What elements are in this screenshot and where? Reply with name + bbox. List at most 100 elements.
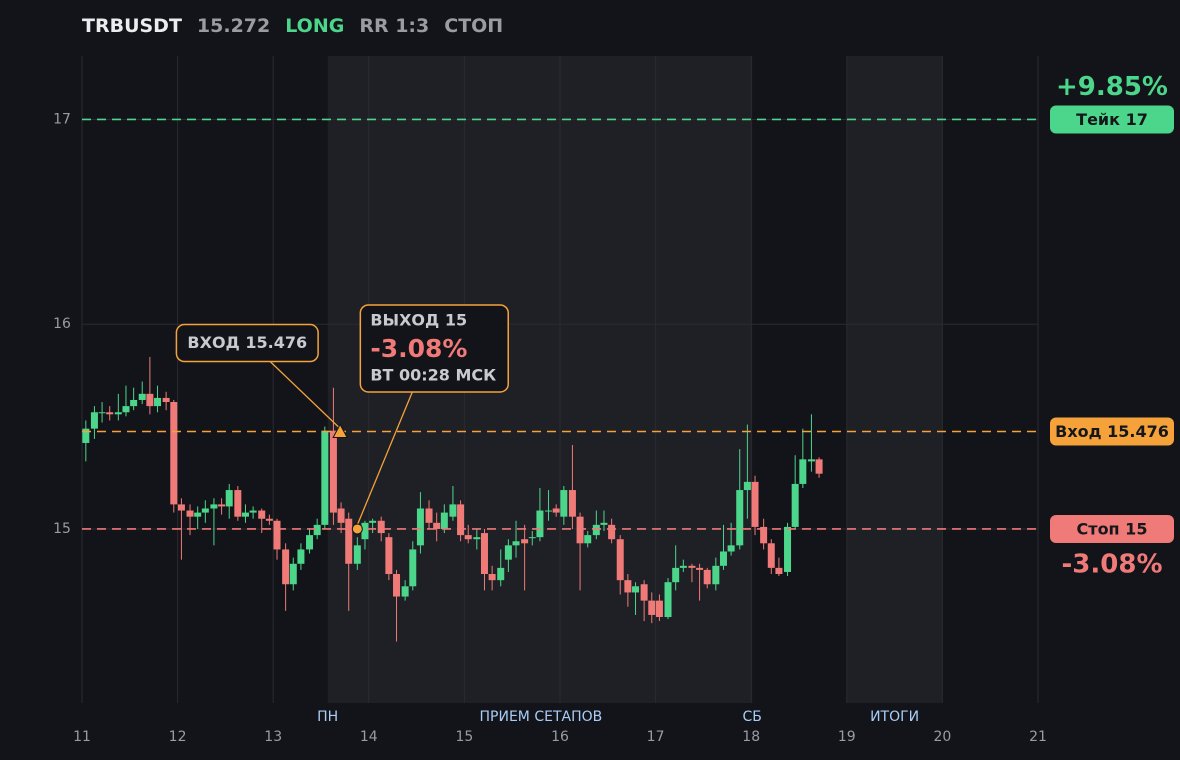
x-tick-label: 20 — [933, 729, 951, 745]
annotation-text: -3.08% — [370, 334, 467, 363]
candle-body — [289, 563, 297, 585]
session-label: ПРИЕМ СЕТАПОВ — [480, 709, 603, 725]
side: LONG — [285, 15, 345, 37]
candle-body — [560, 490, 568, 517]
candle-body — [815, 459, 823, 474]
candle-body — [361, 522, 369, 540]
candle-body — [584, 535, 592, 544]
candle-body — [712, 565, 720, 585]
level-badge — [1050, 417, 1174, 446]
x-tick-label: 11 — [73, 729, 91, 745]
candle-body — [210, 504, 218, 509]
candle-body — [297, 549, 305, 564]
candle-body — [600, 522, 608, 525]
candle-body — [282, 549, 290, 585]
level-label: Тейк 17 — [1076, 110, 1148, 129]
candle-body — [592, 524, 600, 536]
candle-body — [130, 399, 138, 407]
exit-marker — [351, 523, 363, 535]
header: TRBUSDT 15.272 LONG RR 1:3 СТОП — [82, 15, 503, 37]
candle-body — [640, 584, 648, 601]
session-label: ПН — [317, 709, 338, 725]
candle-body — [480, 533, 488, 575]
candle-body — [401, 586, 409, 597]
candle-body — [225, 490, 233, 507]
candle-body — [241, 512, 249, 517]
candle-body — [218, 504, 226, 507]
candle-body — [369, 520, 377, 523]
candle-body — [440, 512, 448, 529]
candle-body — [655, 600, 663, 618]
candle-body — [449, 504, 457, 517]
y-tick-label: 15 — [53, 521, 71, 537]
candle-body — [719, 551, 727, 566]
candle-body — [632, 586, 640, 593]
candle-body — [743, 481, 751, 491]
candle-body — [114, 412, 122, 415]
exit-annotation: ВЫХОД 15 -3.08% ВТ 00:28 МСК — [356, 304, 509, 526]
candle-body — [679, 565, 687, 568]
entry-annotation: ВХОД 15.476 — [175, 323, 341, 429]
x-tick-label: 12 — [169, 729, 187, 745]
candle-body — [313, 524, 321, 536]
candle-body — [306, 535, 314, 550]
annotation-text: ВЫХОД 15 — [370, 310, 467, 329]
candle-body — [258, 510, 266, 519]
candle-body — [760, 526, 768, 544]
annotation-text: ВТ 00:28 МСК — [370, 365, 496, 384]
candle-body — [784, 526, 792, 572]
candle-body — [377, 520, 385, 534]
candle-body — [162, 397, 170, 403]
x-tick-label: 14 — [360, 729, 378, 745]
candle-body — [122, 406, 130, 413]
x-tick-label: 18 — [742, 729, 760, 745]
candle-body — [736, 490, 744, 546]
level-badge — [1050, 105, 1174, 134]
risk-reward: RR 1:3 — [359, 15, 430, 37]
candle-body — [568, 490, 576, 517]
level-badge — [1050, 514, 1174, 543]
entry-marker — [332, 423, 348, 439]
candle-body — [648, 600, 656, 615]
candle-body — [321, 430, 329, 525]
x-tick-label: 19 — [838, 729, 856, 745]
annotation-box — [359, 304, 509, 393]
candle-body — [576, 516, 584, 544]
session-label: СБ — [742, 709, 761, 725]
candle-body — [672, 567, 680, 583]
level-label: Стоп 15 — [1077, 519, 1148, 538]
candle-body — [353, 545, 361, 564]
symbol: TRBUSDT — [82, 15, 182, 37]
x-tick-label: 17 — [647, 729, 665, 745]
x-tick-label: 13 — [264, 729, 282, 745]
level-change: +9.85% — [1056, 72, 1168, 102]
x-tick-label: 15 — [455, 729, 473, 745]
candle-body — [536, 510, 544, 538]
candle-body — [464, 535, 472, 540]
candle-body — [106, 412, 114, 415]
candle-body — [194, 512, 202, 517]
candle-body — [799, 459, 807, 484]
candle-body — [265, 518, 273, 521]
candle-body — [552, 508, 560, 513]
candle-body — [82, 428, 90, 443]
candle-body — [337, 508, 345, 523]
candle-body — [807, 459, 815, 462]
candle-body — [608, 524, 616, 540]
candle-body — [90, 412, 98, 429]
candle-body — [751, 481, 759, 527]
annotation-connector — [269, 361, 341, 429]
candle-body — [345, 518, 353, 564]
candle-body — [767, 543, 775, 568]
annotation-connector — [356, 391, 413, 526]
last-price: 15.272 — [196, 15, 271, 37]
candle-body — [703, 569, 711, 585]
candle-body — [329, 430, 337, 513]
candle-body — [473, 537, 481, 540]
candle-body — [688, 565, 696, 568]
x-tick-label: 21 — [1029, 729, 1047, 745]
candle-body — [624, 580, 632, 593]
candle-body — [409, 549, 417, 587]
